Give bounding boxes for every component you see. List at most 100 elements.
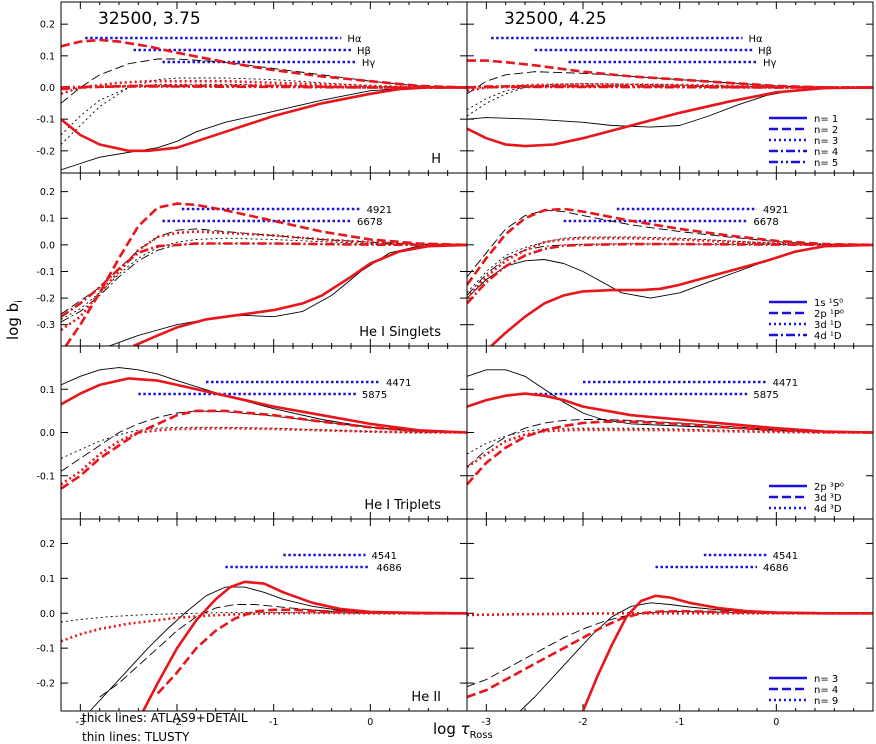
footnote-thin-lines: thin lines: TLUSTY xyxy=(82,730,190,744)
series-thick-n-4 xyxy=(467,609,873,699)
x-tick-label: -3 xyxy=(482,717,491,728)
legend-label: n= 5 xyxy=(814,158,838,169)
series-thin-n-1 xyxy=(61,87,467,171)
legend-label: 4d ¹D xyxy=(814,331,842,342)
column-title: 32500, 4.25 xyxy=(504,9,607,29)
series-thick-n-3 xyxy=(467,83,873,92)
panel-frame xyxy=(60,172,468,347)
x-tick-label: 0 xyxy=(773,717,779,728)
range-label: 4471 xyxy=(773,378,798,389)
series-thin-n-2 xyxy=(61,58,467,104)
series-thick-2p-p- xyxy=(467,392,873,434)
y-tick-label: 0.0 xyxy=(40,240,55,251)
series-thin-4d-d xyxy=(61,243,467,323)
x-tick-label: -1 xyxy=(269,717,278,728)
series-thick-3d-d xyxy=(61,230,467,332)
y-tick-label: 0.0 xyxy=(40,609,55,620)
series-thick-3d-d xyxy=(61,409,467,490)
curves-group xyxy=(61,202,467,346)
x-axis-label: log τRoss xyxy=(433,720,493,741)
series-thick-3d-d xyxy=(467,420,873,486)
legend-label: n= 4 xyxy=(814,147,838,158)
series-thin-3d-d xyxy=(61,410,467,472)
range-label: 4686 xyxy=(376,563,401,574)
range-label: 6678 xyxy=(357,217,382,228)
series-thick-n-5 xyxy=(61,85,467,89)
range-label: 5875 xyxy=(753,390,778,401)
series-thick-4d-d xyxy=(61,242,467,318)
range-label: 4921 xyxy=(763,205,788,216)
y-tick-label: 0.1 xyxy=(40,51,55,62)
row-label: He I Singlets xyxy=(359,325,441,340)
series-thick-n-4 xyxy=(156,608,467,695)
x-tick-label: -2 xyxy=(578,717,587,728)
legend-label: 4d ³D xyxy=(814,504,842,515)
series-thin-4d-d xyxy=(467,427,873,455)
y-tick-label: -0.1 xyxy=(36,471,55,482)
series-thick-n-1 xyxy=(467,86,873,148)
x-tick-label: -3 xyxy=(76,717,85,728)
y-tick-label: -0.2 xyxy=(36,146,55,157)
series-thin-n-1 xyxy=(467,87,873,128)
range-label: Hβ xyxy=(357,46,371,57)
footnote-thick-lines: thick lines: ATLAS9+DETAIL xyxy=(82,711,248,725)
legend-label: 3d ³D xyxy=(814,493,842,504)
curves-group xyxy=(467,594,873,711)
range-label: 4471 xyxy=(386,378,411,389)
curves-group xyxy=(61,367,467,490)
row-label: H xyxy=(431,152,441,167)
curves-group xyxy=(467,59,873,148)
y-tick-label: 0.2 xyxy=(40,187,55,198)
series-thick-n-9 xyxy=(467,612,873,617)
series-thick-2p-p- xyxy=(61,377,467,434)
curves-group xyxy=(467,369,873,486)
legend-label: n= 3 xyxy=(814,136,838,147)
x-tick-label: -2 xyxy=(172,717,181,728)
range-label: 4686 xyxy=(763,563,788,574)
range-label: Hγ xyxy=(763,58,777,69)
series-thin-4d-d xyxy=(61,426,467,459)
y-tick-label: -0.2 xyxy=(36,294,55,305)
column-title: 32500, 3.75 xyxy=(98,9,201,29)
y-tick-label: 0.0 xyxy=(40,83,55,94)
legend-label: n= 9 xyxy=(814,696,838,707)
range-label: Hα xyxy=(347,34,362,45)
x-tick-label: -1 xyxy=(675,717,684,728)
range-label: 6678 xyxy=(753,217,778,228)
series-thick-n-9 xyxy=(61,611,467,643)
series-thin-1s-s- xyxy=(109,244,467,346)
curves-group xyxy=(61,38,467,171)
legend-label: 3d ¹D xyxy=(814,320,842,331)
x-tick-label: 0 xyxy=(367,717,373,728)
y-axis-label: log bi xyxy=(4,300,25,340)
legend-label: 2p ¹P⁰ xyxy=(814,309,844,320)
x-axis-label-tau: τ xyxy=(461,720,471,738)
series-thin-2p-p- xyxy=(467,369,873,433)
legend-label: n= 4 xyxy=(814,685,838,696)
legend-label: n= 1 xyxy=(814,114,838,125)
range-label: 4541 xyxy=(372,551,397,562)
series-thick-1s-s- xyxy=(490,243,873,346)
y-tick-label: 0.2 xyxy=(40,539,55,550)
legend-label: n= 3 xyxy=(814,674,838,685)
curves-group xyxy=(467,207,873,346)
range-label: 4541 xyxy=(773,551,798,562)
range-label: 4921 xyxy=(367,205,392,216)
y-tick-label: -0.1 xyxy=(36,267,55,278)
y-tick-label: -0.2 xyxy=(36,679,55,690)
y-axis-label-subscript: i xyxy=(14,300,25,303)
y-tick-label: -0.1 xyxy=(36,115,55,126)
series-thick-n-1 xyxy=(61,86,467,153)
y-tick-label: 0.1 xyxy=(40,574,55,585)
legend-label: 1s ¹S⁰ xyxy=(814,298,843,309)
curves-group xyxy=(61,580,467,711)
range-label: 5875 xyxy=(362,390,387,401)
series-thin-4d-d xyxy=(467,243,873,296)
